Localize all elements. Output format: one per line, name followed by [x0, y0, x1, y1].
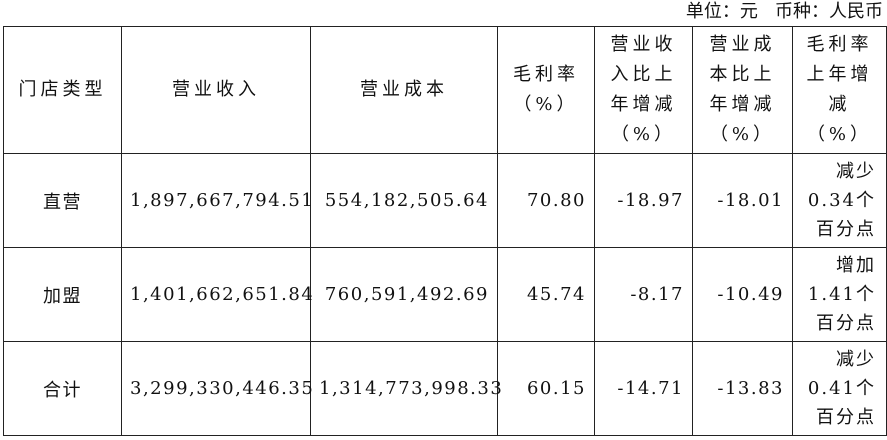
- header-line: 营业成本: [360, 79, 448, 100]
- header-cost-change: 营业成本比上年增减 （%）: [692, 26, 793, 154]
- margin-change-line: 百分点: [816, 313, 876, 334]
- header-line: 毛利率: [806, 34, 873, 55]
- cell-cost-change: -18.01: [692, 153, 793, 248]
- header-line: 营业收: [610, 34, 677, 55]
- cell-cost: 760,591,492.69: [310, 247, 498, 342]
- margin-change-line: 0.34个: [807, 190, 876, 211]
- cell-type: 加盟: [3, 247, 122, 342]
- table-row: 合计 3,299,330,446.35 1,314,773,998.33 60.15-…: [3, 341, 887, 436]
- header-line: （%）: [513, 94, 579, 115]
- cell-cost-change: -13.83: [692, 341, 793, 436]
- margin-change-line: 0.41个: [807, 378, 876, 399]
- margin-change-line: 百分点: [816, 407, 876, 428]
- cell-rev-change: -8.17: [594, 247, 693, 342]
- margin-change-line: 增加: [836, 255, 876, 276]
- header-line: 年增减: [709, 94, 776, 115]
- cell-revenue: 1,401,662,651.84: [121, 247, 313, 342]
- header-line: （%）: [610, 124, 677, 145]
- header-line: 入比上: [610, 64, 677, 85]
- cell-cost: 554,182,505.64: [310, 153, 498, 248]
- header-line: 营业成: [709, 34, 776, 55]
- header-line: 营业收入: [172, 79, 260, 100]
- header-gross-margin: 毛利率 （%）: [497, 26, 595, 154]
- header-line: 年增减: [610, 94, 677, 115]
- header-line: 毛利率: [513, 64, 579, 85]
- header-row: 门店类型 营业收入 营业成本 毛利率 （%） 营业收入比上年增减 （%） 营业成本比上年增减 （…: [3, 26, 887, 154]
- header-cost: 营业成本: [310, 26, 498, 154]
- cell-type: 合计: [3, 341, 122, 436]
- margin-change-line: 减少: [836, 161, 876, 182]
- cell-revenue: 1,897,667,794.51: [121, 153, 313, 248]
- cell-type: 直营: [3, 153, 122, 248]
- header-line: 上年增: [806, 64, 873, 85]
- cell-revenue: 3,299,330,446.35: [121, 341, 313, 436]
- cell-margin-change: 减少 0.34个百分点: [792, 153, 887, 248]
- cell-margin-change: 增加 1.41个百分点: [792, 247, 887, 342]
- table-row: 加盟 1,401,662,651.84 760,591,492.69 45.74 -8.…: [3, 247, 887, 342]
- header-store-type: 门店类型: [3, 26, 122, 154]
- margin-change-line: 1.41个: [807, 284, 876, 305]
- cell-cost: 1,314,773,998.33: [310, 341, 502, 436]
- margin-change-line: 百分点: [816, 219, 876, 240]
- header-line: 减（%）: [806, 94, 873, 145]
- cell-cost-change: -10.49: [692, 247, 793, 342]
- cell-rev-change: -14.71: [594, 341, 693, 436]
- table-row: 直营 1,897,667,794.51 554,182,505.64 70.80 -18…: [3, 153, 887, 248]
- cell-margin: 60.15: [497, 341, 595, 436]
- header-margin-change: 毛利率上年增减（%）: [792, 26, 887, 154]
- header-revenue-change: 营业收入比上年增减 （%）: [594, 26, 693, 154]
- unit-currency-note: 单位：元 币种：人民币: [685, 1, 883, 22]
- header-line: （%）: [709, 124, 776, 145]
- cell-margin: 45.74: [497, 247, 595, 342]
- cell-margin: 70.80: [497, 153, 595, 248]
- header-line: 本比上: [709, 64, 776, 85]
- cell-rev-change: -18.97: [594, 153, 693, 248]
- header-line: 门店类型: [18, 79, 107, 100]
- cell-margin-change: 减少 0.41个百分点: [792, 341, 887, 436]
- store-type-table: 门店类型 营业收入 营业成本 毛利率 （%） 营业收入比上年增减 （%） 营业成本比上年增减 （…: [3, 26, 887, 436]
- header-revenue: 营业收入: [121, 26, 311, 154]
- margin-change-line: 减少: [836, 349, 876, 370]
